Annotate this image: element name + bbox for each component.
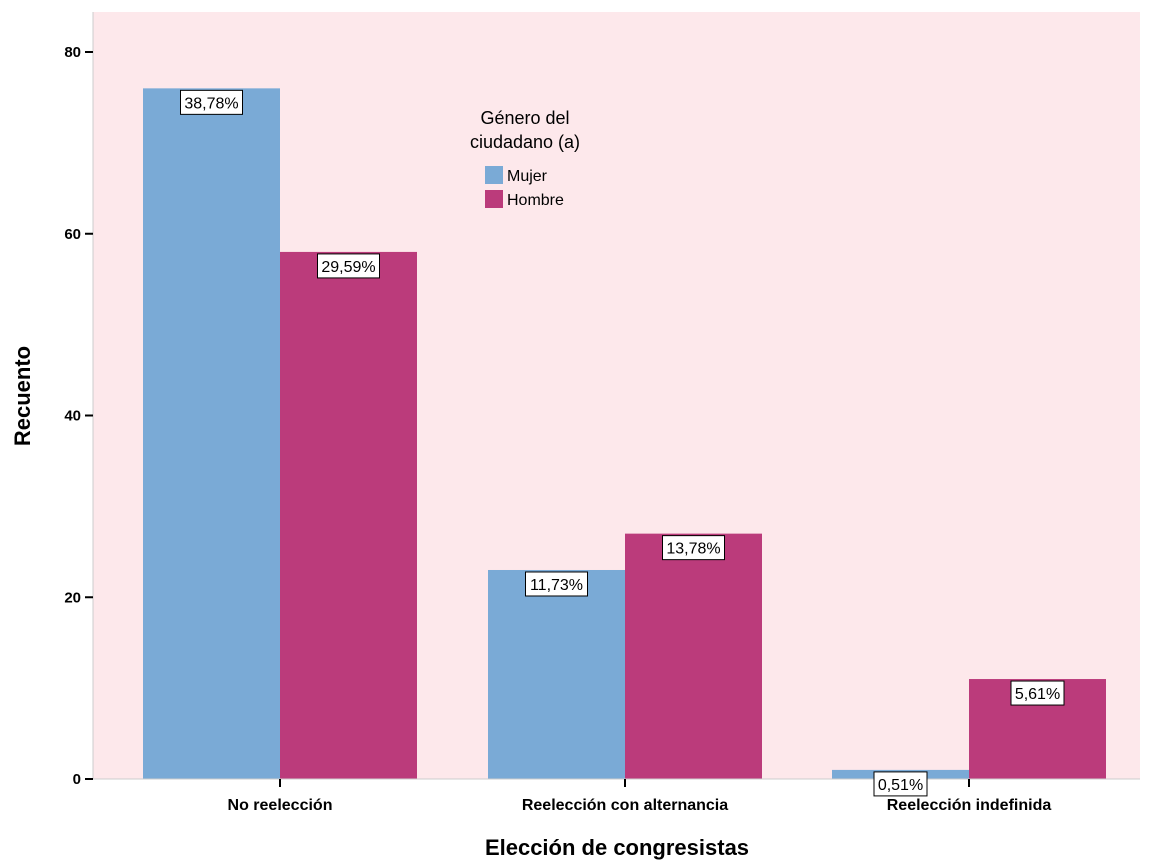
legend-label-mujer: Mujer [507, 168, 548, 185]
bar-mujer-0 [143, 88, 280, 780]
y-tick-label: 20 [64, 589, 81, 606]
bars-group [143, 88, 1106, 780]
data-label-box [873, 771, 928, 797]
x-tick-label: Reelección indefinida [887, 797, 1052, 814]
data-label: 29,59% [321, 259, 375, 276]
legend-swatch-hombre [485, 190, 503, 208]
data-label: 0,51% [878, 777, 923, 794]
x-axis: No reelección Reelección con alternancia R… [93, 778, 1140, 814]
data-labels-group: 38,78% 29,59% 11,73% 13,78% 0,51% 5,61% [180, 89, 1065, 797]
data-label-box [1010, 680, 1065, 706]
y-tick-label: 40 [64, 408, 81, 425]
y-axis-title: Recuento [10, 346, 35, 446]
data-label-box [525, 571, 588, 597]
legend-title-line: Género del [480, 108, 569, 128]
x-tick-label: No reelección [228, 797, 333, 814]
bar-hombre-1 [625, 533, 762, 779]
data-label: 5,61% [1015, 686, 1060, 703]
y-tick-label: 0 [73, 771, 81, 788]
data-label-box [317, 253, 380, 279]
data-label: 11,73% [530, 577, 583, 594]
legend-swatch-mujer [485, 166, 503, 184]
data-label: 38,78% [184, 95, 238, 112]
legend: Género del ciudadano (a) Mujer Hombre [470, 108, 580, 209]
data-label: 13,78% [666, 541, 720, 558]
y-axis: 0 20 40 60 80 [64, 12, 94, 788]
y-tick-label: 60 [64, 226, 81, 243]
x-tick-label: Reelección con alternancia [522, 797, 728, 814]
data-label-box [662, 535, 725, 561]
bar-hombre-0 [280, 251, 417, 780]
legend-title-line: ciudadano (a) [470, 132, 580, 152]
bar-mujer-1 [488, 569, 625, 779]
data-label-box [180, 89, 243, 115]
legend-label-hombre: Hombre [507, 192, 564, 209]
x-axis-title: Elección de congresistas [485, 835, 749, 860]
y-tick-label: 80 [64, 44, 81, 61]
